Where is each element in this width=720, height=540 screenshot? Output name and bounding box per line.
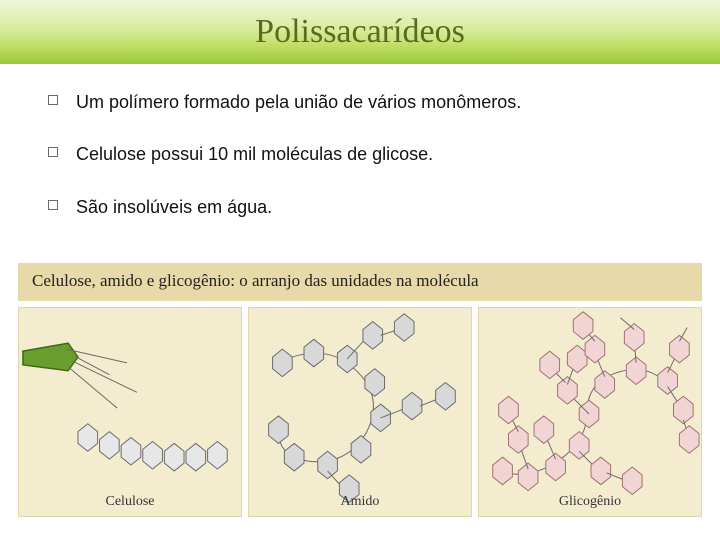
panel-amido: Amido [248, 307, 472, 517]
bullet-text: São insolúveis em água. [76, 195, 272, 219]
plant-stalk-icon [23, 343, 78, 371]
panel-celulose: Celulose [18, 307, 242, 517]
square-bullet-icon [48, 95, 58, 105]
bullet-text: Um polímero formado pela união de vários… [76, 90, 521, 114]
amido-diagram [249, 308, 471, 516]
panel-label: Glicogênio [559, 494, 621, 510]
list-item: São insolúveis em água. [48, 195, 680, 219]
page-title: Polissacarídeos [255, 13, 465, 51]
panel-label: Amido [341, 494, 380, 510]
panel-glicogenio: Glicogênio [478, 307, 702, 517]
subheader-band: Celulose, amido e glicogênio: o arranjo … [18, 263, 702, 301]
header-band: Polissacarídeos [0, 0, 720, 64]
diagram-panels: Celulose [18, 301, 702, 517]
list-item: Celulose possui 10 mil moléculas de glic… [48, 142, 680, 166]
bullet-text: Celulose possui 10 mil moléculas de glic… [76, 142, 433, 166]
celulose-diagram [19, 308, 241, 516]
glicogenio-diagram [479, 308, 701, 516]
hex-chain [78, 424, 227, 471]
square-bullet-icon [48, 147, 58, 157]
list-item: Um polímero formado pela união de vários… [48, 90, 680, 114]
panel-label: Celulose [106, 494, 155, 510]
subheader-text: Celulose, amido e glicogênio: o arranjo … [32, 271, 688, 291]
square-bullet-icon [48, 200, 58, 210]
bullet-list: Um polímero formado pela união de vários… [0, 64, 720, 257]
hex-chain-main [269, 339, 391, 478]
